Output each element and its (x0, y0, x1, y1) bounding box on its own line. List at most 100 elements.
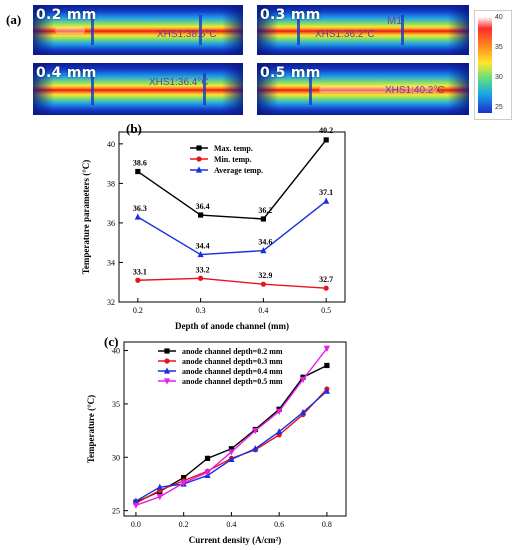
temperature-cursor: XHS1:36.4°C (149, 77, 209, 88)
depth-label: 0.5 mm (260, 65, 321, 81)
legend-entry: Max. temp. (214, 144, 253, 153)
data-point (260, 216, 266, 222)
data-point (260, 247, 267, 254)
thermal-image-0-5mm: 0.5 mm XHS1:40.2°C (257, 63, 469, 115)
data-label: 32.9 (258, 271, 272, 280)
legend-entry: anode channel depth=0.2 mm (182, 347, 283, 356)
x-tick-label: 0.4 (226, 520, 236, 529)
data-point (135, 168, 141, 175)
legend-entry: Min. temp. (214, 155, 252, 164)
depth-label: 0.2 mm (36, 7, 97, 23)
legend-marker (164, 358, 170, 364)
data-point (181, 474, 187, 481)
depth-label: 0.3 mm (260, 7, 321, 23)
series-line (137, 139, 327, 220)
temperature-cursor: XHS1:40.2°C (385, 85, 445, 96)
data-label: 32.7 (319, 275, 333, 284)
data-label: 33.2 (196, 265, 210, 274)
x-tick-label: 0.2 (179, 520, 189, 529)
x-axis-label: Current density (A/cm²) (189, 535, 282, 545)
y-tick-label: 30 (112, 453, 120, 462)
series-line (135, 390, 328, 502)
data-point (156, 494, 163, 501)
plot-frame (118, 131, 346, 303)
y-tick-label: 35 (112, 400, 120, 409)
data-point (323, 137, 329, 143)
data-point (323, 197, 330, 204)
colorbar-tick: 25 (495, 104, 503, 111)
legend-marker (164, 348, 170, 354)
data-point (204, 469, 211, 476)
data-point (198, 275, 204, 281)
marker-label: M1 (387, 15, 403, 27)
thermal-image-0-2mm: 0.2 mm XHS1:38.6°C (33, 5, 243, 55)
data-point (134, 213, 141, 220)
series-line (137, 277, 327, 289)
y-tick-label: 36 (107, 219, 115, 228)
x-tick-label: 0.8 (322, 520, 332, 529)
y-tick-label: 38 (107, 179, 115, 188)
y-tick-label: 40 (107, 140, 115, 149)
plot-frame (123, 341, 347, 517)
panel-label: (c) (104, 334, 118, 349)
data-label: 34.4 (196, 242, 210, 251)
colorbar-tick: 30 (495, 74, 503, 81)
legend-entry: anode channel depth=0.4 mm (182, 367, 283, 376)
legend-marker (196, 145, 202, 151)
y-tick-label: 25 (112, 507, 120, 516)
legend-marker (163, 367, 171, 374)
data-point (323, 345, 331, 353)
thermal-image-0-4mm: 0.4 mm XHS1:36.4°C (33, 63, 243, 115)
data-point (260, 281, 266, 287)
legend-entry: anode channel depth=0.3 mm (182, 357, 283, 366)
series-line (137, 200, 327, 256)
y-axis-label: Temperature (°C) (86, 395, 96, 463)
temperature-colorbar: 40 35 30 25 (474, 10, 512, 120)
chart-temperature-parameters: (b) 32 34 36 38 40 0.2 0.3 0.4 0.5 Depth of anode … (81, 121, 346, 331)
x-tick-label: 0.6 (274, 520, 284, 529)
data-point (252, 445, 259, 452)
legend-entry: anode channel depth=0.5 mm (182, 377, 283, 386)
temperature-cursor: XHS1:36.2°C (315, 29, 375, 40)
data-point (180, 480, 187, 487)
x-tick-label: 0.0 (131, 520, 141, 529)
data-label: 33.1 (133, 267, 147, 276)
data-label: 34.6 (258, 238, 272, 247)
x-axis-label: Depth of anode channel (mm) (175, 321, 289, 331)
depth-label: 0.4 mm (36, 65, 97, 81)
x-tick-label: 0.5 (321, 306, 331, 315)
y-axis-label: Temperature parameters (°C) (81, 160, 91, 275)
data-label: 36.2 (258, 206, 272, 215)
data-point (299, 376, 307, 383)
data-point (323, 387, 331, 394)
data-label: 40.2 (319, 126, 333, 135)
panel-a-label: (a) (6, 12, 22, 27)
x-tick-label: 0.3 (196, 306, 206, 315)
y-tick-label: 32 (107, 298, 115, 307)
data-point (197, 250, 204, 258)
data-point (228, 446, 235, 452)
data-point (324, 362, 330, 369)
legend-entry: Average temp. (214, 166, 263, 175)
temperature-cursor: XHS1:38.6°C (157, 29, 217, 40)
colorbar-tick: 40 (495, 14, 503, 21)
data-point (156, 483, 163, 490)
y-tick-label: 40 (112, 347, 120, 356)
data-label: 36.4 (196, 202, 210, 211)
data-point (299, 408, 307, 416)
data-point (132, 502, 140, 509)
legend-marker (163, 378, 171, 385)
data-label: 36.3 (133, 204, 147, 213)
legend-marker (196, 156, 202, 162)
x-tick-label: 0.4 (258, 306, 268, 315)
data-point (228, 449, 235, 456)
x-tick-label: 0.2 (133, 306, 143, 315)
y-tick-label: 34 (107, 258, 115, 267)
data-point (276, 428, 283, 435)
chart-temperature-vs-current-density: (c) 25 30 35 40 0.0 0.2 0.4 0.6 0.8 Current densit… (86, 334, 347, 545)
thermal-image-0-3mm: 0.3 mm M1 XHS1:36.2°C (257, 5, 469, 55)
data-point (323, 285, 329, 291)
legend-marker (195, 166, 203, 173)
panel-label: (b) (126, 121, 142, 136)
data-point (276, 408, 283, 415)
